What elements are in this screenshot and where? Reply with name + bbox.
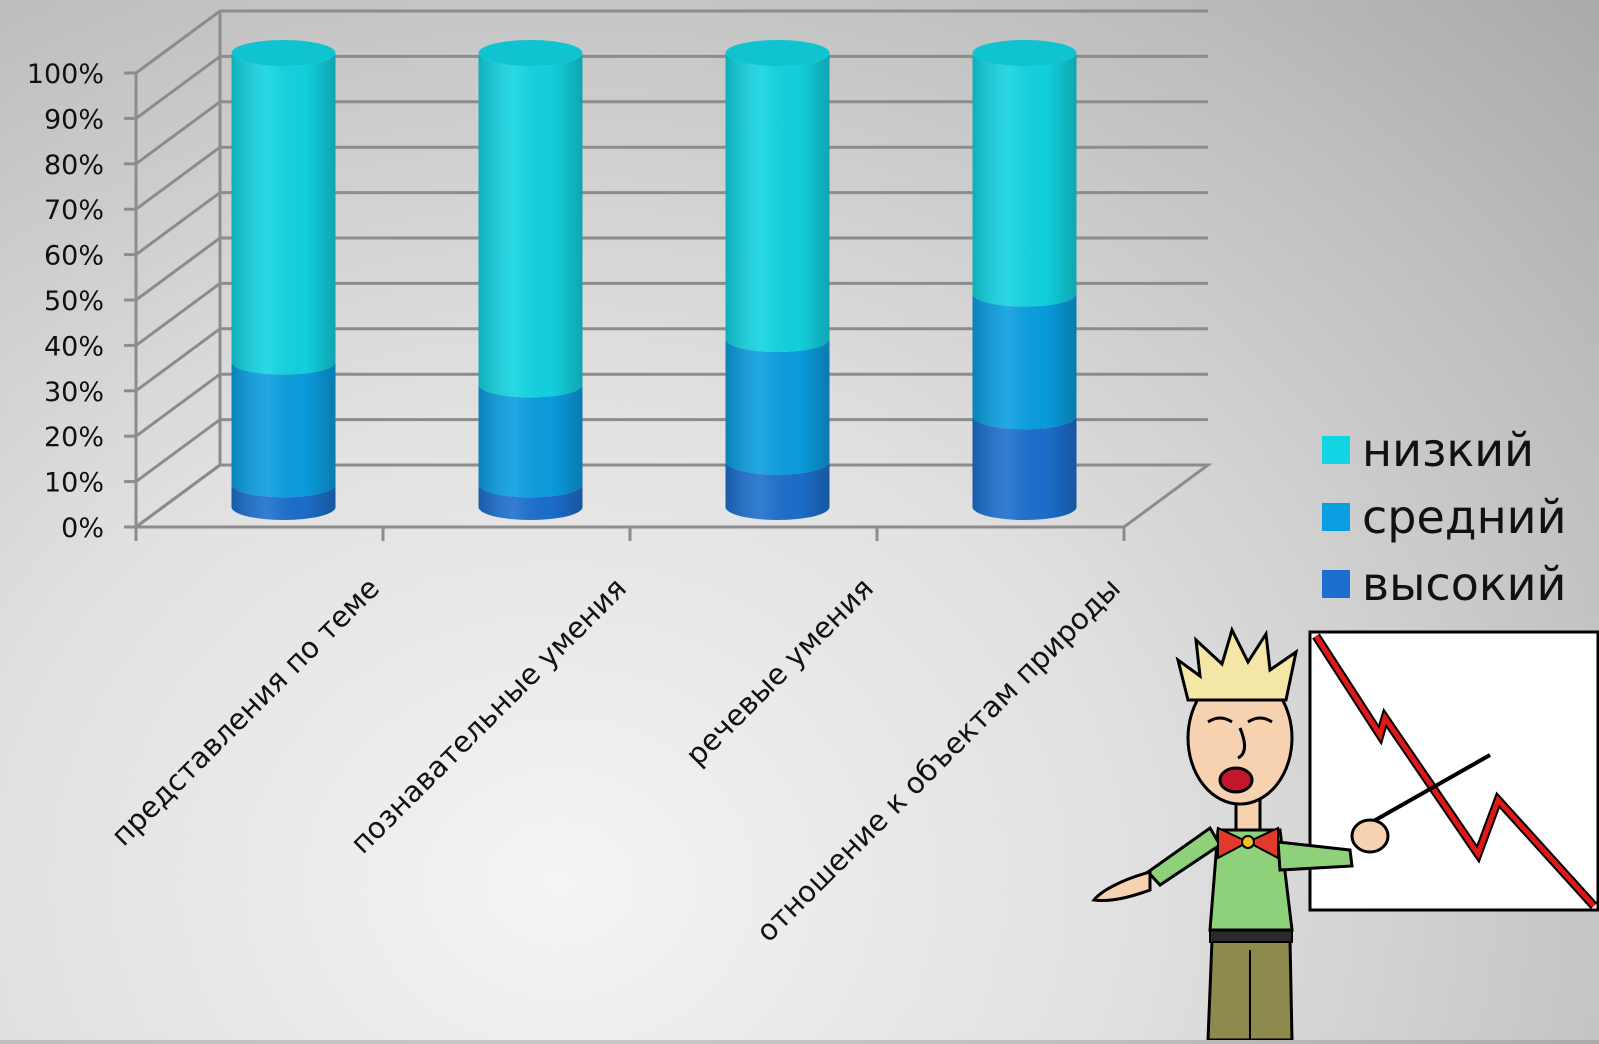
bar-segment <box>478 384 583 498</box>
y-tick-label: 40% <box>44 331 104 362</box>
bar-top-cap-shade <box>972 40 1077 66</box>
grid-line-side <box>135 191 221 256</box>
bar-segment <box>725 40 830 353</box>
grid-line-side <box>135 55 221 120</box>
y-tick-label: 70% <box>44 195 104 226</box>
legend-label: низкий <box>1362 423 1534 477</box>
bar-segment-shading <box>725 339 830 475</box>
bars <box>231 40 1077 520</box>
y-tick-label: 100% <box>27 59 104 90</box>
bar-segment <box>972 416 1077 520</box>
axes <box>124 71 1126 541</box>
grid-line-side <box>135 372 221 438</box>
bar-segment <box>725 339 830 475</box>
y-tick-label: 60% <box>44 241 104 272</box>
y-tick-label: 90% <box>44 104 104 135</box>
x-category-label: речевые умения <box>679 571 880 772</box>
legend-swatch <box>1322 436 1350 464</box>
x-category-label: представления по теме <box>104 571 386 853</box>
bar-segment <box>231 40 336 375</box>
legend-label: высокий <box>1362 557 1566 611</box>
bar-segment-shading <box>972 53 1077 307</box>
grid-line-side <box>135 236 221 302</box>
grid-line-side <box>135 145 221 211</box>
bar-top-cap-shade <box>231 40 336 66</box>
bar-top-cap <box>725 40 830 66</box>
bar-segment-shading <box>231 361 336 498</box>
bar-segment <box>972 293 1077 430</box>
x-category-label: познавательные умения <box>344 571 633 860</box>
bar-segment-shading <box>972 293 1077 430</box>
y-tick-label: 50% <box>44 286 104 317</box>
bar-segment <box>478 484 583 520</box>
y-tick-label: 80% <box>44 150 104 181</box>
bar-segment-shading <box>231 53 336 375</box>
grid-line-side <box>135 327 221 393</box>
bar-top-cap-shade <box>725 40 830 66</box>
bar-segment <box>972 40 1077 307</box>
grid-line-side <box>135 282 221 347</box>
grid-line-side <box>135 100 221 166</box>
bar-segment-shading <box>725 461 830 520</box>
bar-top-cap-shade <box>478 40 583 66</box>
y-tick-label: 10% <box>44 468 104 499</box>
y-tick-label: 30% <box>44 377 104 408</box>
bar-segment <box>231 361 336 498</box>
legend-swatch <box>1322 503 1350 531</box>
legend-swatch <box>1322 570 1350 598</box>
bar-top-cap <box>972 40 1077 66</box>
legend: низкий средний высокий <box>1322 423 1566 611</box>
legend-label: средний <box>1362 490 1566 544</box>
y-axis-ticks: 0% 10% 20% 30% 40% 50% 60% 70% 80% 90% 100% <box>27 59 104 544</box>
bar-segment-shading <box>725 53 830 353</box>
y-tick-label: 20% <box>44 422 104 453</box>
bar-segment-shading <box>478 384 583 498</box>
bar-segment <box>478 40 583 398</box>
bar-segment-shading <box>478 53 583 398</box>
grid-line-side <box>135 418 221 483</box>
bar-segment-shading <box>972 416 1077 520</box>
presenter-with-declining-chart-icon <box>1091 625 1599 1042</box>
bar-segment-shading <box>231 484 336 520</box>
bar-segment <box>231 484 336 520</box>
bar-top-cap <box>478 40 583 66</box>
bar-top-cap <box>231 40 336 66</box>
y-tick-label: 0% <box>61 513 104 544</box>
bar-segment-shading <box>478 484 583 520</box>
grid-line-side <box>135 9 221 75</box>
bar-segment <box>725 461 830 520</box>
